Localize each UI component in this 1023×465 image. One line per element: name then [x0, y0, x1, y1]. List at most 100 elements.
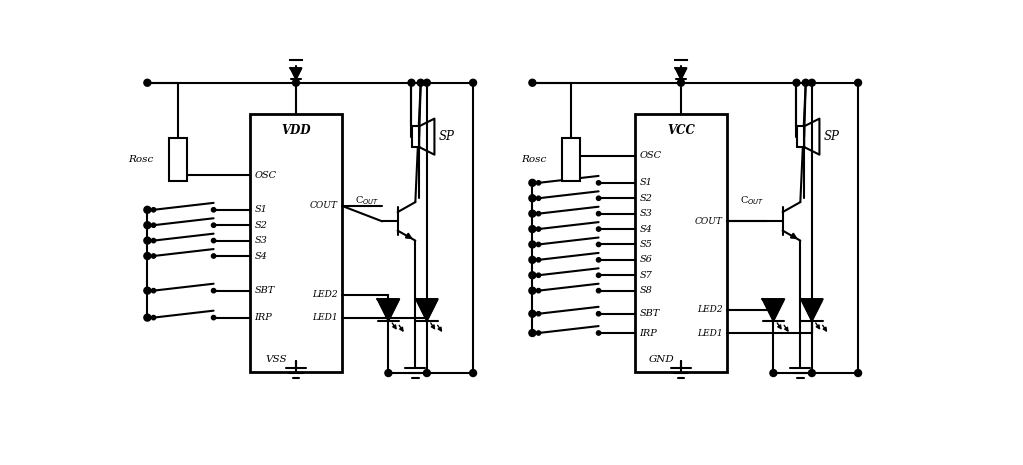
- Circle shape: [424, 80, 431, 86]
- Circle shape: [596, 273, 601, 278]
- Circle shape: [529, 287, 536, 294]
- Circle shape: [212, 315, 216, 320]
- Text: S8: S8: [639, 286, 653, 295]
- Text: COUT: COUT: [310, 201, 338, 211]
- Circle shape: [596, 331, 601, 335]
- Circle shape: [212, 208, 216, 212]
- Circle shape: [151, 288, 155, 293]
- Circle shape: [793, 80, 800, 86]
- Circle shape: [536, 258, 541, 262]
- Circle shape: [529, 241, 536, 248]
- Polygon shape: [377, 299, 399, 321]
- Circle shape: [151, 239, 155, 243]
- Text: S2: S2: [639, 194, 653, 203]
- Circle shape: [536, 181, 541, 185]
- Bar: [250, 113, 342, 372]
- Circle shape: [151, 254, 155, 258]
- Circle shape: [212, 223, 216, 227]
- Circle shape: [417, 80, 425, 86]
- Polygon shape: [291, 68, 302, 79]
- Circle shape: [596, 312, 601, 316]
- Circle shape: [529, 310, 536, 317]
- Polygon shape: [801, 299, 822, 321]
- Circle shape: [408, 80, 415, 86]
- Circle shape: [536, 212, 541, 216]
- Polygon shape: [416, 299, 438, 321]
- Text: S2: S2: [255, 221, 267, 230]
- Circle shape: [677, 80, 684, 86]
- Circle shape: [151, 223, 155, 227]
- Circle shape: [144, 252, 150, 259]
- Circle shape: [536, 288, 541, 293]
- Circle shape: [144, 222, 150, 229]
- Text: LED1: LED1: [312, 313, 338, 322]
- Text: S7: S7: [639, 271, 653, 280]
- Text: SBT: SBT: [639, 309, 660, 318]
- Text: Rosc: Rosc: [128, 155, 153, 164]
- Bar: [412, 126, 419, 147]
- Text: LED2: LED2: [697, 306, 722, 314]
- Circle shape: [529, 179, 536, 186]
- Text: GND: GND: [649, 355, 674, 364]
- Text: IRP: IRP: [255, 313, 272, 322]
- Text: C$_{OUT}$: C$_{OUT}$: [355, 195, 380, 207]
- Circle shape: [854, 80, 861, 86]
- Text: S1: S1: [639, 179, 653, 187]
- Circle shape: [596, 258, 601, 262]
- Text: LED2: LED2: [312, 290, 338, 299]
- Text: S1: S1: [255, 206, 267, 214]
- Circle shape: [596, 288, 601, 293]
- Text: VCC: VCC: [667, 124, 695, 137]
- Circle shape: [293, 80, 300, 86]
- Circle shape: [212, 254, 216, 258]
- Circle shape: [536, 227, 541, 231]
- Text: LED1: LED1: [697, 328, 722, 338]
- Circle shape: [144, 287, 150, 294]
- Circle shape: [470, 80, 477, 86]
- Circle shape: [536, 273, 541, 278]
- Circle shape: [854, 370, 861, 377]
- Circle shape: [808, 370, 815, 377]
- Bar: [169, 138, 187, 181]
- Circle shape: [808, 80, 815, 86]
- Circle shape: [536, 312, 541, 316]
- Text: S6: S6: [639, 255, 653, 264]
- Circle shape: [385, 370, 392, 377]
- Circle shape: [596, 227, 601, 231]
- Circle shape: [770, 370, 776, 377]
- Text: S3: S3: [255, 236, 267, 245]
- Bar: [797, 126, 804, 147]
- Polygon shape: [762, 299, 785, 321]
- Circle shape: [144, 80, 150, 86]
- Circle shape: [802, 80, 809, 86]
- Circle shape: [529, 80, 536, 86]
- Text: SP: SP: [439, 130, 454, 143]
- Circle shape: [529, 195, 536, 202]
- Polygon shape: [675, 68, 686, 79]
- Text: S5: S5: [639, 240, 653, 249]
- Circle shape: [212, 239, 216, 243]
- Circle shape: [470, 370, 477, 377]
- Text: VDD: VDD: [281, 124, 311, 137]
- Text: OSC: OSC: [639, 152, 662, 160]
- Circle shape: [212, 288, 216, 293]
- Circle shape: [529, 256, 536, 263]
- Text: OSC: OSC: [255, 171, 276, 179]
- Text: SP: SP: [824, 130, 839, 143]
- Circle shape: [144, 314, 150, 321]
- Circle shape: [144, 206, 150, 213]
- Circle shape: [536, 242, 541, 246]
- Text: COUT: COUT: [695, 217, 722, 226]
- Text: S3: S3: [639, 209, 653, 218]
- Circle shape: [596, 242, 601, 246]
- Circle shape: [596, 212, 601, 216]
- Text: C$_{OUT}$: C$_{OUT}$: [740, 195, 764, 207]
- Text: SBT: SBT: [255, 286, 274, 295]
- Circle shape: [151, 315, 155, 320]
- Text: S4: S4: [255, 252, 267, 260]
- Circle shape: [536, 196, 541, 200]
- Text: IRP: IRP: [639, 328, 657, 338]
- Circle shape: [144, 237, 150, 244]
- Bar: [635, 113, 727, 372]
- Circle shape: [529, 210, 536, 217]
